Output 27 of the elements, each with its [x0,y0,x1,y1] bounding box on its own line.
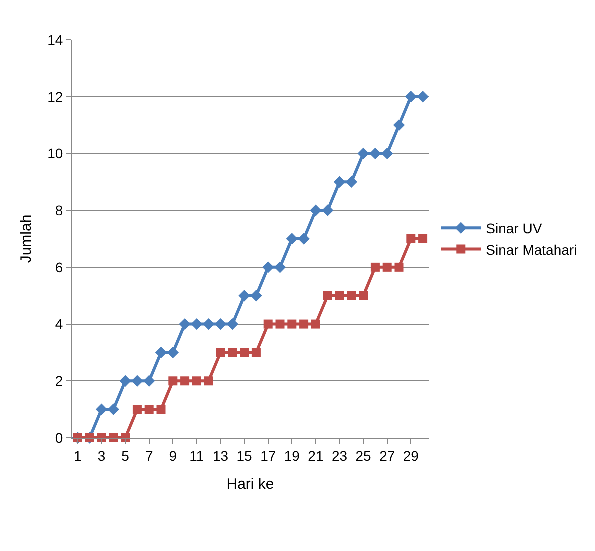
x-tick-label: 29 [403,448,420,464]
y-tick-label: 2 [55,373,64,390]
y-axis-title: Jumlah [18,214,35,264]
y-tick-label: 4 [55,316,64,332]
x-tick-label: 7 [145,448,154,464]
y-tick-label: 8 [55,202,64,218]
y-tick-label: 6 [55,259,64,276]
x-tick-label: 19 [284,448,300,464]
x-tick-label: 17 [260,448,276,464]
y-tick-label: 12 [48,88,64,105]
x-tick-label: 23 [332,448,348,464]
x-tick-label: 27 [380,448,396,464]
x-tick-label: 15 [236,448,253,464]
legend-label: Sinar UV [486,220,543,237]
y-tick-label: 10 [48,146,64,162]
x-axis-title: Hari ke [226,476,274,493]
y-tick-label: 0 [55,430,64,446]
x-tick-label: 1 [74,448,82,464]
x-tick-label: 3 [98,448,106,464]
y-tick-label: 14 [48,32,64,48]
x-tick-label: 25 [356,448,372,464]
x-tick-label: 21 [308,448,324,464]
x-tick-label: 13 [212,448,229,464]
legend-label: Sinar Matahari [486,242,578,258]
x-tick-label: 9 [169,448,178,464]
x-tick-label: 5 [122,448,130,464]
x-tick-label: 11 [190,448,204,464]
